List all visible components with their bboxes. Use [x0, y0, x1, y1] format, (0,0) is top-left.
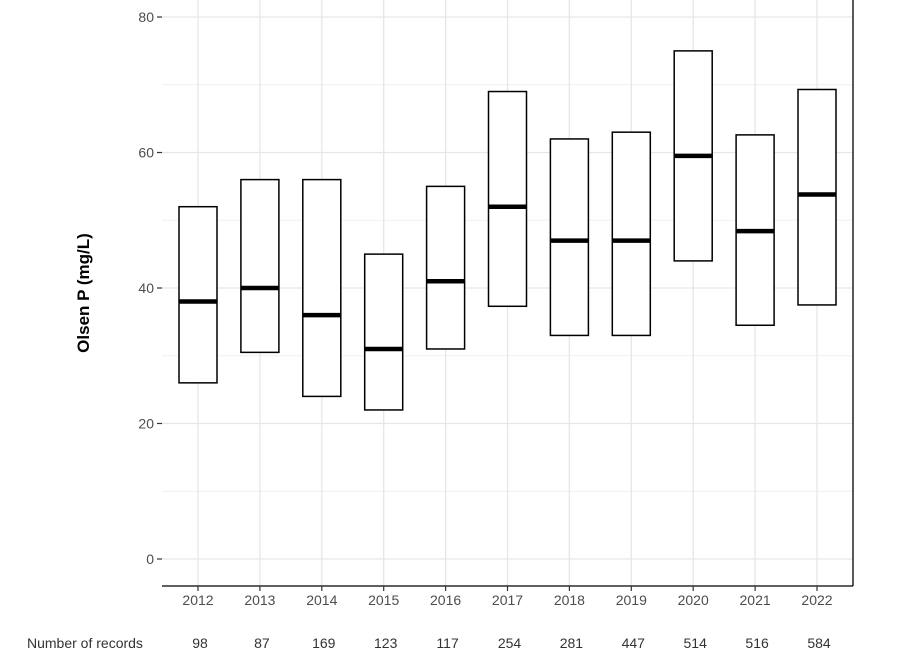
record-count: 169 — [312, 635, 336, 651]
x-tick-label: 2014 — [306, 592, 337, 608]
box-layer — [178, 50, 837, 411]
x-tick-label: 2021 — [740, 592, 771, 608]
box-2015 — [363, 253, 404, 411]
y-tick-label: 80 — [138, 9, 154, 25]
y-tick-label: 0 — [146, 551, 154, 567]
y-tick-label: 40 — [138, 280, 154, 296]
axis-layer — [157, 0, 854, 591]
x-tick-label: 2022 — [801, 592, 832, 608]
record-count: 87 — [254, 635, 270, 651]
y-axis-title: Olsen P (mg/L) — [74, 233, 93, 353]
x-tick-label: 2019 — [616, 592, 647, 608]
x-tick-label: 2015 — [368, 592, 399, 608]
x-tick-label: 2020 — [678, 592, 709, 608]
record-count: 117 — [436, 635, 459, 651]
label-layer: 0 20 40 60 80 2012 2013 2014 2015 2016 2017 2018 201… — [138, 9, 832, 608]
record-count: 281 — [560, 635, 584, 651]
record-count: 447 — [622, 635, 646, 651]
box-2012 — [178, 205, 218, 384]
y-tick-label: 60 — [138, 145, 154, 161]
box-2014 — [302, 178, 342, 398]
x-tick-label: 2016 — [430, 592, 461, 608]
box-2013 — [240, 178, 280, 354]
x-tick-label: 2017 — [492, 592, 523, 608]
x-tick-label: 2018 — [554, 592, 585, 608]
x-tick-label: 2013 — [244, 592, 275, 608]
record-count: 254 — [498, 635, 522, 651]
box-2018 — [549, 138, 590, 337]
box-2022 — [797, 88, 837, 306]
box-2019 — [611, 131, 652, 337]
record-count: 98 — [192, 635, 208, 651]
box-2016 — [425, 185, 466, 350]
record-count: 516 — [745, 635, 769, 651]
x-tick-label: 2012 — [182, 592, 213, 608]
record-count: 514 — [684, 635, 708, 651]
y-tick-label: 20 — [138, 416, 154, 432]
box-2017 — [487, 90, 528, 308]
record-count: 123 — [374, 635, 398, 651]
records-row-label: Number of records — [27, 635, 143, 651]
record-count: 584 — [807, 635, 831, 651]
record-counts-row: 98 87 169 123 117 254 281 447 514 516 584 — [192, 635, 831, 651]
